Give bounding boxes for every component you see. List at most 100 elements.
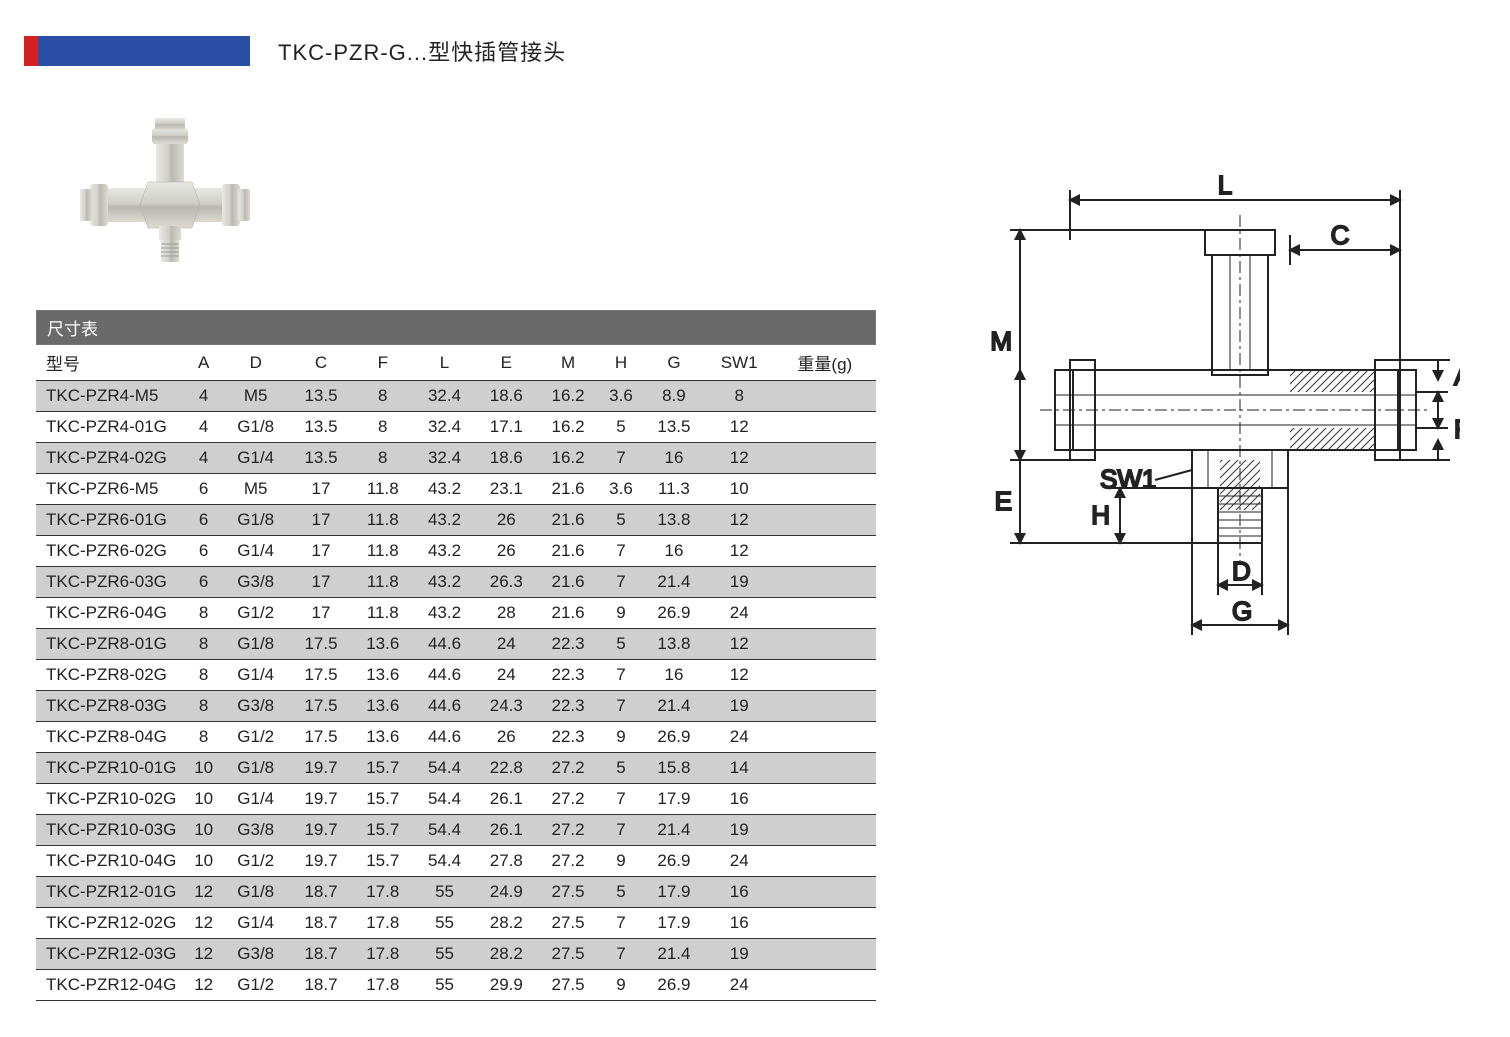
table-row: TKC-PZR12-04G12G1/218.717.85529.927.5926…: [36, 970, 876, 1001]
cell: 8: [186, 722, 221, 753]
cell: 7: [599, 908, 643, 939]
cell: [774, 629, 876, 660]
table-row: TKC-PZR12-02G12G1/418.717.85528.227.5717…: [36, 908, 876, 939]
col-9: G: [643, 345, 705, 381]
cell: 13.6: [352, 722, 414, 753]
cell: 5: [599, 412, 643, 443]
cell: 17: [290, 598, 352, 629]
cell: 26.9: [643, 598, 705, 629]
table-row: TKC-PZR6-01G6G1/81711.843.22621.6513.812: [36, 505, 876, 536]
cell: 7: [599, 691, 643, 722]
cell: 19: [705, 939, 774, 970]
col-0: 型号: [36, 345, 186, 381]
cell: G1/4: [221, 536, 290, 567]
cell: 16: [705, 784, 774, 815]
cell: 27.5: [537, 908, 599, 939]
cell: G1/8: [221, 412, 290, 443]
cell: 16: [643, 536, 705, 567]
cell: [774, 753, 876, 784]
page-title: TKC-PZR-G...型快插管接头: [278, 35, 566, 67]
cell: 19: [705, 567, 774, 598]
cell: 7: [599, 660, 643, 691]
cell: 55: [414, 939, 476, 970]
cell: 21.4: [643, 691, 705, 722]
cell: 17.8: [352, 877, 414, 908]
cell: 8: [186, 691, 221, 722]
cell: TKC-PZR8-02G: [36, 660, 186, 691]
cell: TKC-PZR8-01G: [36, 629, 186, 660]
cell: [774, 722, 876, 753]
dim-label-SW1: SW1: [1100, 464, 1156, 494]
table-row: TKC-PZR4-M54M513.5832.418.616.23.68.98: [36, 381, 876, 412]
cell: [774, 505, 876, 536]
cell: 24: [705, 970, 774, 1001]
cell: 6: [186, 536, 221, 567]
cell: 11.8: [352, 598, 414, 629]
cell: G3/8: [221, 939, 290, 970]
cell: TKC-PZR4-M5: [36, 381, 186, 412]
cell: 17.5: [290, 722, 352, 753]
cell: 12: [705, 660, 774, 691]
product-image: [70, 110, 270, 290]
cell: 12: [705, 536, 774, 567]
cell: 7: [599, 443, 643, 474]
cell: 6: [186, 567, 221, 598]
cell: 9: [599, 846, 643, 877]
cell: 27.5: [537, 877, 599, 908]
cell: 21.4: [643, 567, 705, 598]
dim-label-A: A: [1454, 361, 1460, 391]
cell: 19: [705, 815, 774, 846]
cell: 32.4: [414, 412, 476, 443]
cell: TKC-PZR6-01G: [36, 505, 186, 536]
cell: 3.6: [599, 381, 643, 412]
cell: 28: [475, 598, 537, 629]
dim-label-E: E: [995, 486, 1012, 516]
cell: 16.2: [537, 443, 599, 474]
cell: 12: [186, 877, 221, 908]
col-7: M: [537, 345, 599, 381]
cell: [774, 908, 876, 939]
table-row: TKC-PZR6-04G8G1/21711.843.22821.6926.924: [36, 598, 876, 629]
cell: 23.1: [475, 474, 537, 505]
cell: 17.8: [352, 939, 414, 970]
cell: 55: [414, 908, 476, 939]
cell: G1/4: [221, 443, 290, 474]
cell: 17: [290, 536, 352, 567]
cell: [774, 691, 876, 722]
cell: G3/8: [221, 815, 290, 846]
cell: TKC-PZR4-02G: [36, 443, 186, 474]
cell: 21.4: [643, 815, 705, 846]
dim-label-L: L: [1218, 170, 1232, 200]
cell: 16.2: [537, 381, 599, 412]
cell: 43.2: [414, 567, 476, 598]
cell: 17.9: [643, 908, 705, 939]
cell: 32.4: [414, 443, 476, 474]
cell: 13.5: [290, 412, 352, 443]
cell: 55: [414, 970, 476, 1001]
cell: G3/8: [221, 567, 290, 598]
cell: 4: [186, 381, 221, 412]
cell: 54.4: [414, 753, 476, 784]
cell: 26.9: [643, 970, 705, 1001]
cell: 17: [290, 505, 352, 536]
cell: TKC-PZR6-M5: [36, 474, 186, 505]
cell: 17.9: [643, 784, 705, 815]
cell: 44.6: [414, 660, 476, 691]
cell: G1/4: [221, 660, 290, 691]
cell: [774, 877, 876, 908]
cell: [774, 846, 876, 877]
cell: [774, 536, 876, 567]
table-row: TKC-PZR10-03G10G3/819.715.754.426.127.27…: [36, 815, 876, 846]
cell: 13.5: [290, 381, 352, 412]
cell: 9: [599, 598, 643, 629]
cell: 8: [186, 660, 221, 691]
technical-diagram: L C: [960, 170, 1460, 690]
cell: 24.3: [475, 691, 537, 722]
cell: 7: [599, 784, 643, 815]
cell: 5: [599, 877, 643, 908]
cell: TKC-PZR6-04G: [36, 598, 186, 629]
cell: 17: [290, 474, 352, 505]
cell: 22.3: [537, 660, 599, 691]
cell: 24: [705, 846, 774, 877]
cell: TKC-PZR6-03G: [36, 567, 186, 598]
